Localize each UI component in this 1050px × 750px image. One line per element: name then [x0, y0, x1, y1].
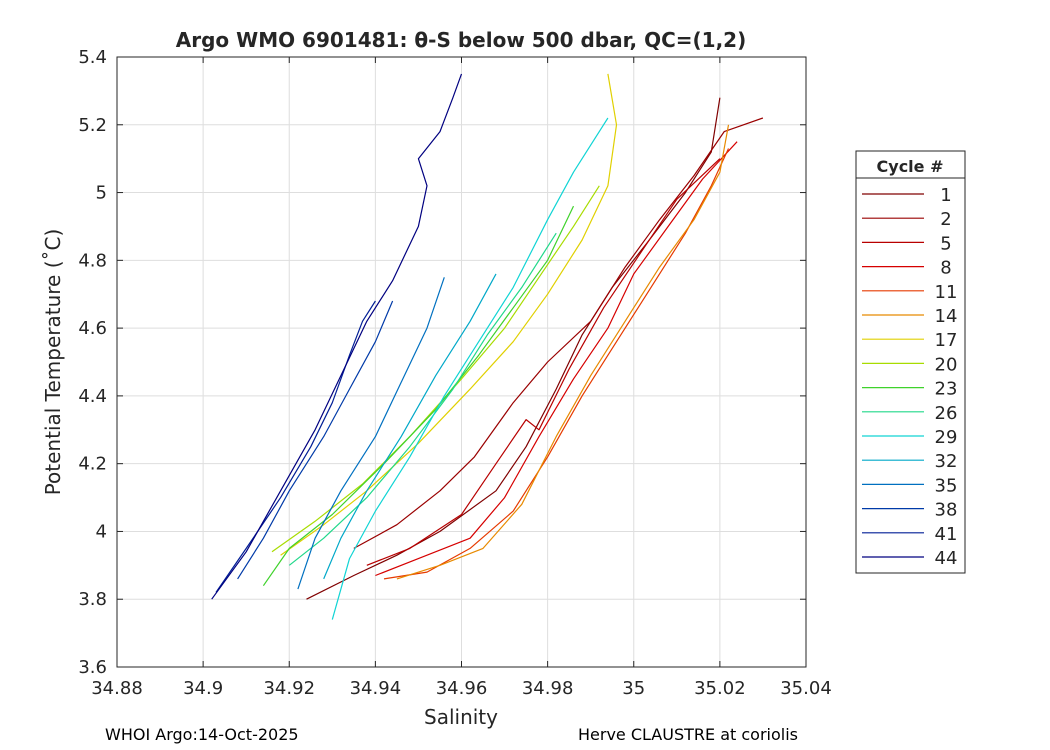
legend: Cycle # 1 2 5 8 11 14 17 20 23 26 29 32 35 38 41 44 — [855, 150, 966, 574]
series-line-cycle-5 — [366, 158, 721, 566]
series-line-cycle-2 — [353, 117, 764, 549]
x-tick-label: 34.94 — [350, 678, 402, 699]
series-line-cycle-1 — [306, 97, 721, 600]
legend-label-cycle-29: 29 — [935, 427, 958, 448]
series-line-cycle-14 — [396, 124, 730, 580]
series-line-cycle-11 — [383, 148, 730, 580]
legend-label-cycle-32: 32 — [935, 451, 958, 472]
y-tick-label: 5 — [96, 183, 107, 204]
x-axis-label: Salinity — [424, 705, 498, 729]
y-tick-label: 3.8 — [78, 589, 107, 610]
legend-box — [855, 150, 966, 574]
series-line-cycle-8 — [375, 141, 738, 577]
legend-label-cycle-14: 14 — [935, 306, 958, 327]
y-tick-label: 4.2 — [78, 454, 107, 475]
chart-title: Argo WMO 6901481: θ-S below 500 dbar, QC… — [176, 28, 746, 52]
y-tick-label: 4 — [96, 521, 107, 542]
legend-label-cycle-44: 44 — [935, 548, 958, 569]
series-line-cycle-17 — [280, 73, 618, 556]
legend-title: Cycle # — [877, 157, 944, 176]
y-tick-label: 5.2 — [78, 115, 107, 136]
legend-label-cycle-23: 23 — [935, 379, 958, 400]
series-line-cycle-32 — [323, 273, 497, 580]
grid-lines — [117, 57, 806, 667]
x-tick-label: 35 — [622, 678, 645, 699]
x-tick-label: 34.98 — [522, 678, 574, 699]
legend-label-cycle-20: 20 — [935, 354, 958, 375]
y-tick-label: 4.6 — [78, 318, 107, 339]
legend-label-cycle-5: 5 — [940, 233, 951, 254]
x-tick-label: 34.92 — [263, 678, 315, 699]
legend-label-cycle-17: 17 — [935, 330, 958, 351]
series-line-cycle-44 — [211, 73, 463, 600]
legend-items: 1 2 5 8 11 14 17 20 23 26 29 32 35 38 41 44 — [862, 185, 957, 569]
series-line-cycle-23 — [262, 205, 575, 587]
legend-label-cycle-26: 26 — [935, 403, 958, 424]
legend-label-cycle-41: 41 — [935, 524, 958, 545]
y-tick-label: 5.4 — [78, 47, 107, 68]
footer-credit: Herve CLAUSTRE at coriolis — [578, 725, 798, 744]
y-tick-label: 4.4 — [78, 386, 107, 407]
x-tick-label: 34.88 — [91, 678, 143, 699]
x-tick-label: 35.02 — [694, 678, 746, 699]
x-tick-label: 34.9 — [183, 678, 223, 699]
legend-label-cycle-8: 8 — [940, 258, 951, 279]
y-tick-label: 3.6 — [78, 657, 107, 678]
x-tick-label: 34.96 — [436, 678, 488, 699]
series-line-cycle-41 — [215, 300, 376, 593]
legend-label-cycle-2: 2 — [940, 209, 951, 230]
y-axis-label: Potential Temperature (˚C) — [41, 229, 65, 496]
y-tick-label: 4.8 — [78, 250, 107, 271]
x-tick-label: 35.04 — [780, 678, 832, 699]
legend-label-cycle-11: 11 — [935, 282, 958, 303]
legend-label-cycle-35: 35 — [935, 475, 958, 496]
series-line-cycle-35 — [297, 277, 445, 590]
series-line-cycle-38 — [237, 300, 394, 580]
series-line-cycle-29 — [331, 117, 609, 620]
legend-label-cycle-1: 1 — [940, 185, 951, 206]
footer-date: WHOI Argo:14-Oct-2025 — [105, 725, 299, 744]
legend-label-cycle-38: 38 — [935, 500, 958, 521]
axis-ticks: 34.88 34.9 34.92 34.94 34.96 34.98 35 35.02 35.0… — [78, 47, 831, 699]
data-series — [211, 73, 764, 620]
